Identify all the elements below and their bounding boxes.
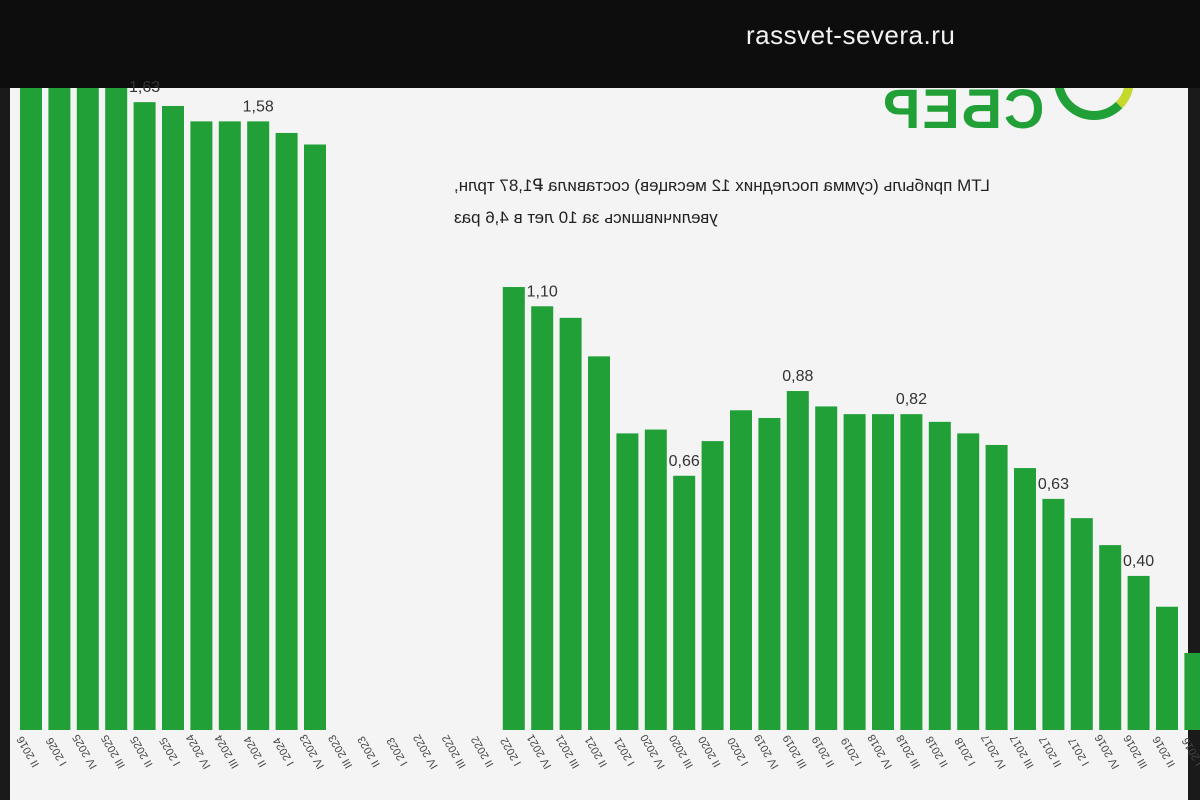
bar-37 xyxy=(1070,518,1093,730)
bar-8 xyxy=(247,121,270,730)
x-tick-label-27: III 2019 xyxy=(781,733,810,771)
bar-25 xyxy=(730,410,752,730)
x-tick-label-2: IV 2025 xyxy=(71,732,100,771)
x-tick-label-41: I 2016 xyxy=(1180,735,1200,767)
bar-2 xyxy=(76,88,99,730)
x-tick-label-34: IV 2017 xyxy=(979,732,1008,771)
bar-36 xyxy=(1042,498,1065,730)
x-tick-label-9: I 2024 xyxy=(271,735,297,767)
bar-28 xyxy=(815,406,838,730)
x-tick-label-25: I 2020 xyxy=(726,735,752,767)
data-label-5: 0,82 xyxy=(896,391,927,408)
x-tick-label-35: III 2017 xyxy=(1008,733,1037,771)
bar-5 xyxy=(162,105,184,730)
bar-group xyxy=(20,88,1200,731)
bar-20 xyxy=(588,356,610,730)
bar-39 xyxy=(1127,575,1150,730)
x-tick-label-22: IV 2020 xyxy=(639,732,668,771)
bar-29 xyxy=(843,414,866,730)
brand-logo: СБЕР xyxy=(794,88,1134,136)
x-tick-label-38: IV 2016 xyxy=(1093,732,1122,771)
x-tick-label-30: IV 2018 xyxy=(866,732,895,771)
bar-30 xyxy=(872,414,894,730)
x-tick-label-24: II 2020 xyxy=(696,734,723,769)
bar-41 xyxy=(1184,652,1200,730)
data-label-2: 1,10 xyxy=(527,283,558,300)
x-tick-label-14: IV 2022 xyxy=(411,732,440,771)
x-tick-label-13: I 2023 xyxy=(385,735,411,767)
data-label-1: 1,58 xyxy=(243,98,274,115)
x-tick-label-28: II 2019 xyxy=(810,734,837,769)
tick-label-group: II 2016 I 2026 IV 2025 III 2025 II 2025 I 202… xyxy=(15,732,1200,771)
x-tick-label-15: III 2022 xyxy=(440,733,469,771)
x-tick-label-16: II 2022 xyxy=(469,734,496,769)
bar-6 xyxy=(190,121,213,730)
bar-27 xyxy=(786,391,809,730)
x-tick-label-8: II 2024 xyxy=(242,734,269,769)
site-name[interactable]: rassvet-severa.ru xyxy=(746,20,956,50)
x-tick-label-18: IV 2021 xyxy=(525,732,554,771)
x-tick-label-5: I 2025 xyxy=(158,735,184,767)
x-tick-label-31: III 2018 xyxy=(894,733,923,771)
x-tick-label-10: IV 2023 xyxy=(298,732,327,771)
bar-4 xyxy=(133,102,156,730)
bar-23 xyxy=(673,475,696,730)
x-tick-label-4: II 2025 xyxy=(128,734,155,769)
x-tick-label-1: I 2026 xyxy=(44,735,70,767)
data-label-4: 0,88 xyxy=(782,368,813,385)
bar-22 xyxy=(644,429,667,730)
x-tick-label-17: I 2022 xyxy=(498,735,524,767)
bar-33 xyxy=(957,433,980,730)
x-tick-label-37: I 2017 xyxy=(1066,735,1092,767)
bar-9 xyxy=(275,132,298,730)
x-tick-label-3: III 2025 xyxy=(99,733,128,771)
data-label-0: 1,63 xyxy=(129,79,160,96)
data-label-3: 0,66 xyxy=(669,453,700,470)
bar-0 xyxy=(20,88,42,730)
data-label-group: 1,63 1,58 1,10 0,66 0,88 0,82 0,63 0,40 xyxy=(129,79,1154,570)
bar-1 xyxy=(48,88,71,730)
x-tick-label-29: I 2019 xyxy=(839,735,865,767)
x-tick-label-32: II 2018 xyxy=(924,734,951,769)
x-tick-label-26: IV 2019 xyxy=(752,732,781,771)
bar-18 xyxy=(531,306,554,730)
x-tick-label-6: IV 2024 xyxy=(184,732,213,771)
bar-31 xyxy=(900,414,923,730)
x-tick-label-20: II 2021 xyxy=(583,734,610,769)
bar-34 xyxy=(985,444,1008,730)
x-tick-label-36: II 2017 xyxy=(1037,734,1064,769)
bar-17 xyxy=(502,287,525,730)
bar-32 xyxy=(928,421,951,730)
x-tick-label-0: II 2016 xyxy=(15,734,42,769)
x-tick-label-40: II 2016 xyxy=(1151,734,1178,769)
x-tick-label-11: III 2023 xyxy=(326,733,355,771)
x-tick-label-7: III 2024 xyxy=(213,733,242,771)
x-tick-label-39: III 2016 xyxy=(1122,733,1151,771)
bar-26 xyxy=(758,417,781,730)
x-tick-label-23: III 2020 xyxy=(667,733,696,771)
x-tick-label-19: III 2021 xyxy=(554,733,583,771)
bar-7 xyxy=(218,121,241,730)
bar-21 xyxy=(616,433,639,730)
bar-3 xyxy=(105,88,128,730)
data-label-7: 0,40 xyxy=(1123,553,1154,570)
x-tick-label-12: II 2023 xyxy=(356,734,383,769)
site-header-bar: rassvet-severa.ru xyxy=(0,0,1200,88)
x-tick-label-21: I 2021 xyxy=(612,735,638,767)
bar-10 xyxy=(304,144,326,731)
bar-40 xyxy=(1156,606,1178,730)
bar-35 xyxy=(1014,468,1036,730)
bar-38 xyxy=(1099,545,1122,730)
data-label-6: 0,63 xyxy=(1038,476,1069,493)
bar-24 xyxy=(701,441,724,730)
bar-19 xyxy=(559,317,582,730)
x-tick-label-33: I 2018 xyxy=(953,735,979,767)
